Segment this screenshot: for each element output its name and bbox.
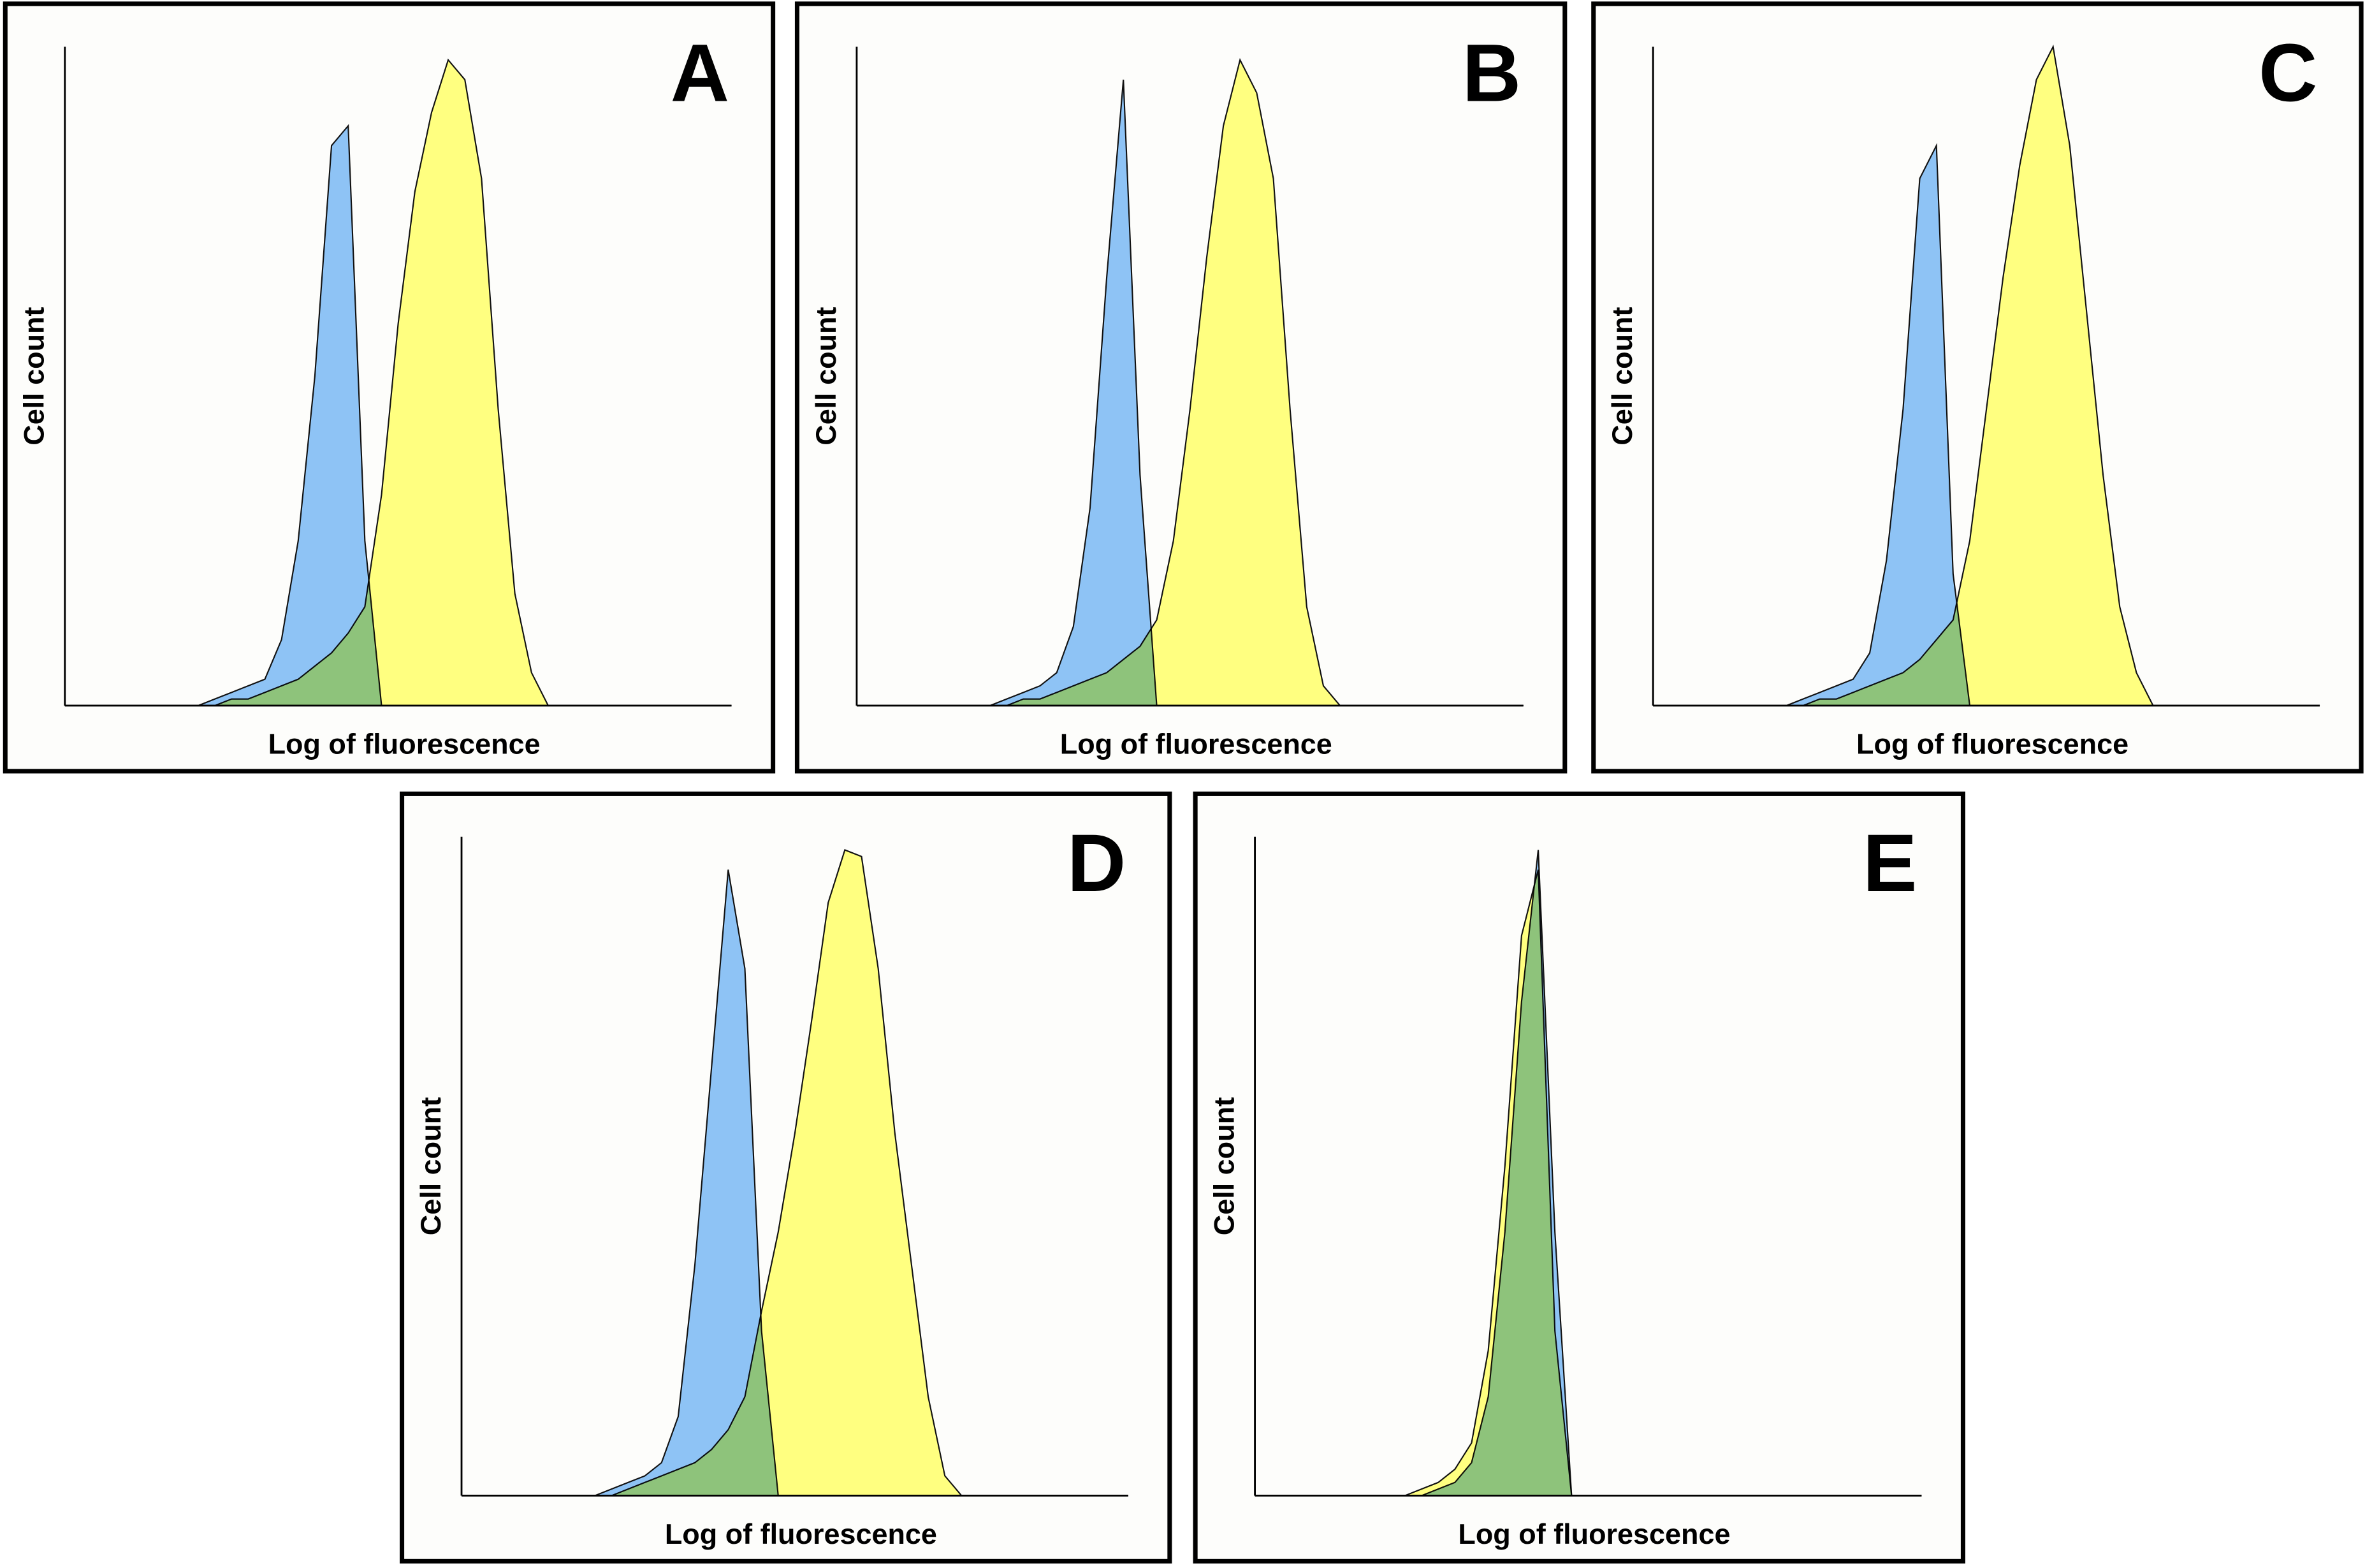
- x-axis-label: Log of fluorescence: [1856, 728, 2128, 760]
- panel: D Log of fluorescence Cell count: [400, 791, 1172, 1564]
- x-axis-label: Log of fluorescence: [665, 1518, 937, 1550]
- y-axis-label: Cell count: [18, 307, 50, 446]
- panel-label: B: [1462, 27, 1521, 119]
- panel: E Log of fluorescence Cell count: [1193, 791, 1965, 1564]
- panel: C Log of fluorescence Cell count: [1591, 1, 2364, 774]
- x-axis-label: Log of fluorescence: [268, 728, 541, 760]
- y-axis-label: Cell count: [414, 1097, 447, 1235]
- panel-label: D: [1067, 818, 1126, 909]
- y-axis-label: Cell count: [810, 307, 842, 446]
- panel-label: E: [1863, 818, 1917, 909]
- y-axis-label: Cell count: [1606, 307, 1638, 446]
- panel-label: A: [671, 27, 729, 119]
- panel: B Log of fluorescence Cell count: [794, 1, 1568, 774]
- panel: A Log of fluorescence Cell count: [3, 1, 776, 774]
- y-axis-label: Cell count: [1207, 1097, 1240, 1235]
- panel-frame: [794, 1, 1568, 774]
- x-axis-label: Log of fluorescence: [1458, 1518, 1730, 1550]
- panel-frame: [1193, 791, 1965, 1564]
- panel-label: C: [2259, 27, 2317, 119]
- x-axis-label: Log of fluorescence: [1060, 728, 1332, 760]
